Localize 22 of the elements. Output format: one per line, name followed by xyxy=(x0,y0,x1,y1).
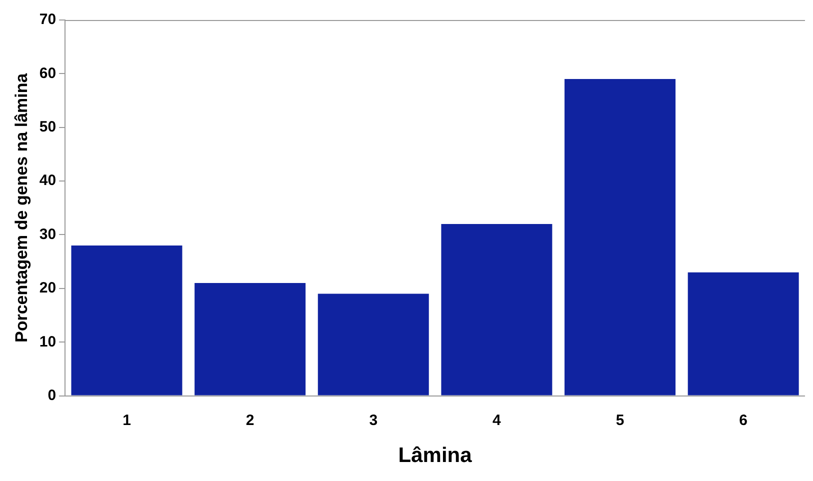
bar xyxy=(564,79,676,396)
y-tick-label: 60 xyxy=(39,64,56,82)
x-tick-label: 2 xyxy=(246,412,254,429)
y-tick-label: 0 xyxy=(48,386,56,404)
x-tick-label: 4 xyxy=(492,412,502,429)
bar xyxy=(441,224,552,396)
y-tick-label: 30 xyxy=(39,226,56,243)
y-axis-title: Porcentagem de genes na lâmina xyxy=(12,72,31,343)
y-tick-label: 50 xyxy=(39,118,56,136)
bar xyxy=(71,245,182,396)
x-tick-label: 5 xyxy=(616,412,624,429)
x-tick-label: 1 xyxy=(122,412,131,429)
y-tick-label: 40 xyxy=(39,172,56,190)
x-tick-label: 3 xyxy=(369,412,378,429)
y-tick-label: 10 xyxy=(39,333,56,350)
y-tick-label: 70 xyxy=(39,11,56,28)
bar xyxy=(194,283,306,396)
x-tick-label: 6 xyxy=(739,412,748,429)
bar xyxy=(318,294,429,396)
y-tick-label: 20 xyxy=(39,280,56,297)
x-axis-title: Lâmina xyxy=(398,444,472,468)
bar xyxy=(688,272,799,396)
